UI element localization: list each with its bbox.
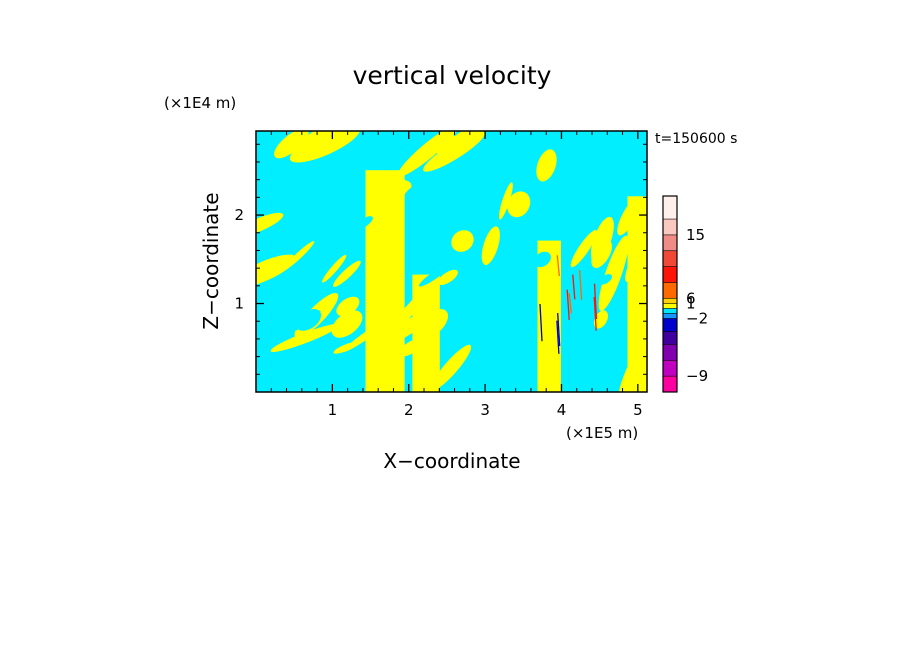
contour-band — [598, 235, 629, 311]
colorbar-swatch — [663, 313, 677, 319]
contour-band — [507, 191, 531, 218]
contour-streak — [557, 313, 561, 347]
colorbar-swatch — [663, 308, 677, 314]
contour-streak — [572, 274, 576, 300]
contour-streak — [578, 270, 583, 300]
contour-band — [461, 131, 485, 153]
contour-band — [256, 254, 297, 288]
y-axis-label: Z−coordinate — [199, 192, 223, 329]
y-tick-label: 2 — [234, 206, 244, 224]
x-axis-label: X−coordinate — [383, 449, 520, 473]
colorbar-swatch — [663, 303, 677, 309]
contour-band — [397, 131, 459, 177]
x-tick-label: 4 — [557, 401, 567, 419]
contour-band — [289, 131, 360, 163]
plot-frame — [255, 130, 648, 393]
colorbar-label: 6 — [686, 289, 696, 307]
contour-band — [333, 341, 359, 354]
contour-band — [481, 226, 500, 266]
colorbar-swatch — [663, 344, 677, 361]
contour-column — [627, 196, 647, 392]
contour-band — [498, 182, 513, 220]
x-tick-label: 1 — [328, 401, 338, 419]
contour-streak — [593, 296, 597, 331]
x-tick-label: 2 — [404, 401, 414, 419]
contour-band — [378, 131, 393, 146]
colorbar-label: 1 — [686, 294, 696, 312]
contour-streak — [593, 283, 598, 320]
contour-band — [590, 216, 614, 263]
contour-band — [332, 260, 361, 287]
colorbar-swatch — [663, 250, 677, 267]
x-tick-label: 3 — [480, 401, 490, 419]
contour-band — [275, 141, 302, 156]
colorbar-frame — [662, 195, 678, 393]
contour-column — [412, 274, 440, 392]
contour-band — [599, 274, 612, 285]
colorbar-swatch — [663, 266, 677, 283]
colorbar-swatch — [663, 234, 677, 252]
colorbar-label: −9 — [686, 367, 708, 385]
colorbar-swatch — [663, 219, 677, 236]
contour-band — [592, 368, 614, 389]
colorbar-swatch — [663, 298, 677, 304]
time-label: t=150600 s — [655, 131, 737, 147]
contour-band — [456, 196, 476, 211]
contour-streak — [556, 320, 560, 354]
colorbar-swatch — [663, 376, 677, 393]
colorbar: 15 61−2 −9 — [662, 195, 708, 393]
colorbar-swatch — [663, 196, 677, 220]
contour-band — [533, 251, 551, 268]
contour-band — [256, 212, 284, 237]
contour-band — [536, 149, 557, 182]
chart-title: vertical velocity — [353, 61, 552, 90]
contour-band — [282, 241, 315, 271]
contour-band — [435, 188, 456, 205]
contour-band — [594, 310, 608, 329]
contour-band — [430, 344, 472, 391]
y-unit-label: (×1E4 m) — [164, 94, 236, 112]
contour-streak — [566, 289, 570, 320]
contour-streak — [539, 303, 543, 342]
contour-band — [451, 230, 474, 252]
contour-streak — [568, 292, 572, 314]
plot-background — [256, 131, 647, 392]
colorbar-swatch — [663, 360, 677, 377]
contour-column — [365, 170, 405, 392]
contour-column — [537, 240, 561, 392]
contour-band — [437, 269, 458, 286]
colorbar-swatch — [663, 318, 677, 332]
contour-band — [270, 324, 340, 352]
contour-band — [404, 182, 424, 197]
contour-band — [419, 264, 450, 287]
colorbar-swatch — [663, 282, 677, 299]
positive-velocity-bands — [256, 131, 647, 392]
contour-field — [256, 131, 647, 392]
contour-band — [563, 233, 577, 245]
contour-streak — [556, 255, 560, 277]
x-axis-ticks: 1 2 3 4 5 — [270, 131, 643, 419]
y-tick-label: 1 — [234, 295, 244, 313]
x-unit-label: (×1E5 m) — [566, 424, 638, 442]
y-axis-ticks: 12 — [234, 143, 647, 375]
contour-band — [570, 230, 597, 268]
colorbar-label: 15 — [686, 226, 705, 244]
contour-band — [355, 216, 373, 230]
contour-band — [331, 310, 363, 338]
colorbar-label: −2 — [686, 310, 708, 328]
colorbar-swatch — [663, 331, 677, 345]
contour-band — [441, 131, 473, 154]
contour-band — [295, 309, 322, 331]
contour-band — [322, 254, 347, 283]
x-tick-label: 5 — [633, 401, 643, 419]
